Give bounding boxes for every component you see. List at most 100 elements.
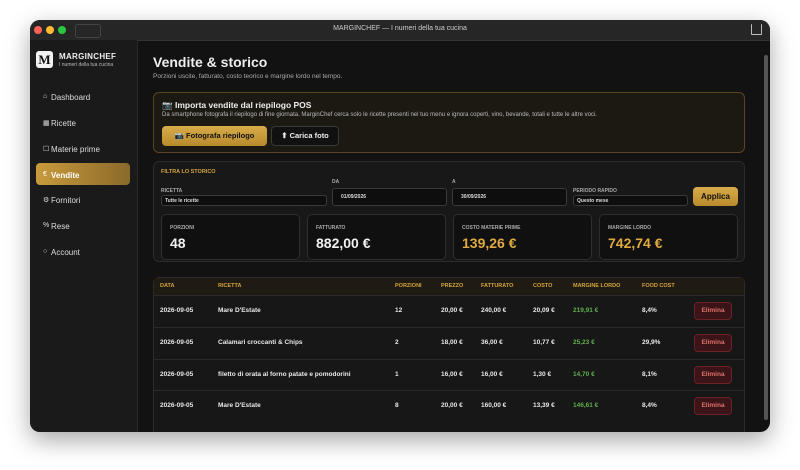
delete-button[interactable]: Elimina bbox=[694, 334, 732, 352]
nav-item[interactable]: Ricette bbox=[51, 119, 76, 128]
date-input[interactable] bbox=[332, 188, 447, 206]
table-cell: 20,09 € bbox=[533, 307, 555, 314]
table-cell: Mare D'Estate bbox=[218, 402, 261, 409]
select[interactable] bbox=[573, 195, 688, 206]
title-bar bbox=[30, 20, 770, 41]
table-cell: filetto di orata al forno patate e pomod… bbox=[218, 371, 351, 378]
row-divider bbox=[154, 327, 744, 328]
select[interactable] bbox=[161, 195, 327, 206]
photo-button[interactable]: 📷 Fotografa riepilogo bbox=[162, 126, 267, 146]
nav-icon: ⌂ bbox=[43, 93, 48, 100]
minimize-button[interactable] bbox=[46, 26, 54, 34]
table-cell: 2026-09-05 bbox=[160, 402, 194, 409]
brand-tagline: I numeri della tua cucina bbox=[59, 62, 114, 68]
zoom-button[interactable] bbox=[58, 26, 66, 34]
table-cell: 1 bbox=[395, 371, 399, 378]
stat-value: 139,26 € bbox=[462, 235, 517, 251]
row-divider bbox=[154, 295, 744, 296]
column-header: COSTO bbox=[533, 283, 553, 289]
table-cell: 25,23 € bbox=[573, 339, 595, 346]
table-cell: 29,9% bbox=[642, 339, 661, 346]
column-header: FOOD COST bbox=[642, 283, 675, 289]
table-cell: 8,1% bbox=[642, 371, 657, 378]
import-icon: 📷 bbox=[162, 100, 173, 110]
table-cell: 8 bbox=[395, 402, 399, 409]
table-header-bg bbox=[154, 278, 744, 296]
nav-icon: ○ bbox=[43, 248, 48, 255]
delete-button[interactable]: Elimina bbox=[694, 366, 732, 384]
table-cell: 13,39 € bbox=[533, 402, 555, 409]
field-value: 01/09/2026 bbox=[341, 194, 367, 200]
button-label: Fotografa riepilogo bbox=[186, 131, 255, 140]
stat-label: PORZIONI bbox=[170, 225, 195, 231]
sidebar bbox=[30, 40, 138, 432]
column-header: FATTURATO bbox=[481, 283, 514, 289]
nav-icon: ⚙ bbox=[43, 197, 50, 204]
table-cell: 1,30 € bbox=[533, 371, 552, 378]
page-subtitle: Porzioni uscite, fatturato, costo teoric… bbox=[153, 73, 343, 80]
scrollbar[interactable] bbox=[764, 55, 768, 420]
field-label: A bbox=[452, 179, 456, 185]
nav-active-bg bbox=[36, 163, 130, 185]
nav-icon: € bbox=[43, 171, 47, 178]
table-cell: Calamari croccanti & Chips bbox=[218, 339, 303, 346]
close-button[interactable] bbox=[34, 26, 42, 34]
table-cell: 2026-09-05 bbox=[160, 371, 194, 378]
window-title: MARGINCHEF — I numeri della tua cucina bbox=[333, 25, 467, 32]
nav-arrows[interactable] bbox=[75, 24, 101, 38]
stat-value: 742,74 € bbox=[608, 235, 663, 251]
brand-name: MARGINCHEF bbox=[59, 52, 117, 61]
field-value: Tutte le ricette bbox=[165, 198, 199, 204]
column-header: PORZIONI bbox=[395, 283, 422, 289]
stat-label: COSTO MATERIE PRIME bbox=[462, 225, 521, 231]
table-cell: 36,00 € bbox=[481, 339, 503, 346]
share-button[interactable] bbox=[751, 24, 762, 35]
filter-title: FILTRA LO STORICO bbox=[161, 169, 216, 175]
table-cell: 2 bbox=[395, 339, 399, 346]
date-input[interactable] bbox=[452, 188, 567, 206]
nav-item[interactable]: Dashboard bbox=[51, 93, 91, 102]
table-cell: 16,00 € bbox=[441, 371, 463, 378]
delete-button[interactable]: Elimina bbox=[694, 397, 732, 415]
nav-item[interactable]: Materie prime bbox=[51, 145, 100, 154]
nav-item[interactable]: Account bbox=[51, 248, 80, 257]
table-cell: 219,91 € bbox=[573, 307, 599, 314]
app-window: MARGINCHEF — I numeri della tua cucina M… bbox=[30, 20, 770, 432]
table-cell: 12 bbox=[395, 307, 403, 314]
delete-button[interactable]: Elimina bbox=[694, 302, 732, 320]
table-cell: 2026-09-05 bbox=[160, 307, 194, 314]
upload-button[interactable]: ⬆ Carica foto bbox=[271, 126, 339, 146]
table-cell: 14,70 € bbox=[573, 371, 595, 378]
column-header: MARGINE LORDO bbox=[573, 283, 621, 289]
nav-item[interactable]: Vendite bbox=[51, 171, 80, 180]
field-label: DA bbox=[332, 179, 340, 185]
table-cell: 20,00 € bbox=[441, 402, 463, 409]
nav-icon: ☐ bbox=[43, 146, 50, 153]
stat-label: FATTURATO bbox=[316, 225, 346, 231]
row-divider bbox=[154, 359, 744, 360]
nav-icon: % bbox=[43, 222, 50, 229]
table-cell: 160,00 € bbox=[481, 402, 507, 409]
stat-card bbox=[161, 214, 300, 260]
table-cell: 18,00 € bbox=[441, 339, 463, 346]
button-icon: ⬆ bbox=[281, 131, 288, 140]
stat-value: 882,00 € bbox=[316, 235, 371, 251]
table-cell: Mare D'Estate bbox=[218, 307, 261, 314]
table-cell: 146,61 € bbox=[573, 402, 599, 409]
table-panel bbox=[153, 277, 745, 432]
stat-label: MARGINE LORDO bbox=[608, 225, 652, 231]
table-cell: 20,00 € bbox=[441, 307, 463, 314]
field-label: PERIODO RAPIDO bbox=[573, 188, 617, 194]
apply-button[interactable]: Applica bbox=[693, 187, 738, 206]
stat-card bbox=[453, 214, 592, 260]
stat-value: 48 bbox=[170, 235, 186, 251]
nav-icon: ▦ bbox=[43, 120, 50, 127]
nav-item[interactable]: Fornitori bbox=[51, 196, 81, 205]
stat-card bbox=[307, 214, 446, 260]
logo: M bbox=[36, 51, 53, 68]
import-title-text: Importa vendite dal riepilogo POS bbox=[174, 100, 312, 110]
column-header: PREZZO bbox=[441, 283, 464, 289]
nav-item[interactable]: Rese bbox=[51, 222, 70, 231]
import-title: 📷 Importa vendite dal riepilogo POS bbox=[162, 100, 311, 111]
table-cell: 16,00 € bbox=[481, 371, 503, 378]
